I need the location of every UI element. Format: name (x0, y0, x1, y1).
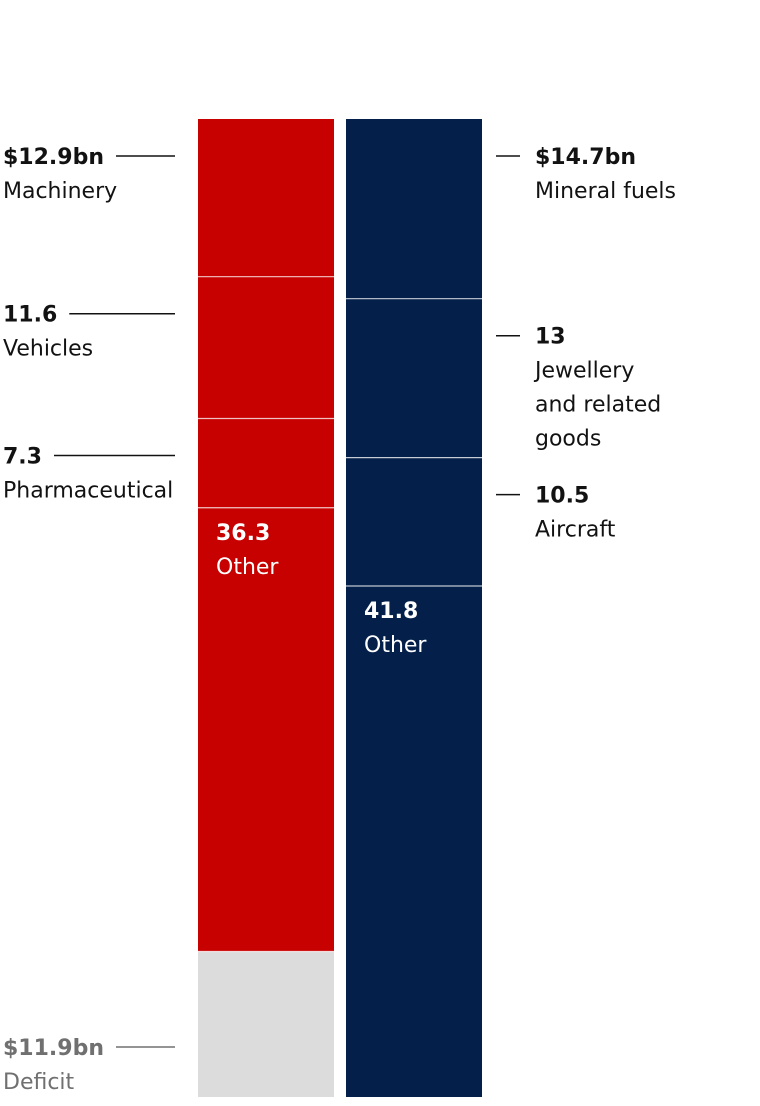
bar-2-segment-1 (346, 119, 482, 299)
bar-1-segment-2 (198, 276, 334, 419)
bar-1-seg-3-value-label: 7.3 (3, 445, 42, 470)
bar-2-seg-1-value-label: $14.7bn (535, 145, 636, 170)
bar-1-segment-3 (198, 418, 334, 508)
bar-1-seg-4-value-label: 36.3 (216, 521, 270, 546)
bar-1-seg-5-value-label: $11.9bn (3, 1036, 104, 1061)
bar-1-seg-1-category-label: Machinery (3, 179, 117, 204)
bar-2-seg-2-category-label: goods (535, 427, 601, 452)
bar-1-segment-1 (198, 119, 334, 277)
bar-2-seg-3-category-label: Aircraft (535, 518, 616, 543)
bar-1-segment-5 (198, 951, 334, 1097)
bar-1-seg-3-category-label: Pharmaceutical (3, 479, 173, 504)
bar-2-segment-3 (346, 457, 482, 586)
bar-2-segment-4 (346, 585, 482, 1097)
bar-1-seg-2-category-label: Vehicles (3, 337, 93, 362)
bar-2-seg-2-category-label: Jewellery (533, 359, 634, 384)
bar-1-segment-4 (198, 507, 334, 952)
bar-2-seg-2-category-label: and related (535, 393, 661, 418)
bar-2-seg-4-value-label: 41.8 (364, 599, 418, 624)
bar-1-seg-4-category-label: Other (216, 555, 279, 580)
bar-2-seg-1-category-label: Mineral fuels (535, 179, 676, 204)
bar-2-seg-2-value-label: 13 (535, 325, 566, 350)
bar-2-segment-2 (346, 298, 482, 458)
bar-1-seg-2-value-label: 11.6 (3, 303, 57, 328)
bar-1-seg-5-category-label: Deficit (3, 1070, 75, 1095)
bar-2-seg-4-category-label: Other (364, 633, 427, 658)
bar-1-seg-1-value-label: $12.9bn (3, 145, 104, 170)
bar-2-seg-3-value-label: 10.5 (535, 484, 589, 509)
